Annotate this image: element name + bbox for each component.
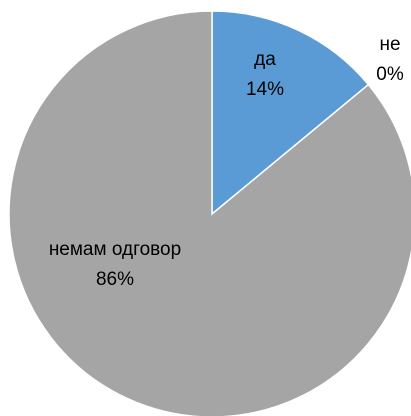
category-label: да — [254, 49, 276, 70]
value-label: 86% — [96, 269, 134, 290]
category-label: не — [379, 34, 400, 55]
category-label: немам одговор — [49, 239, 181, 260]
value-label: 14% — [246, 79, 284, 100]
value-label: 0% — [376, 64, 404, 85]
pie-slice — [211, 10, 370, 216]
pie-slice — [8, 10, 411, 416]
